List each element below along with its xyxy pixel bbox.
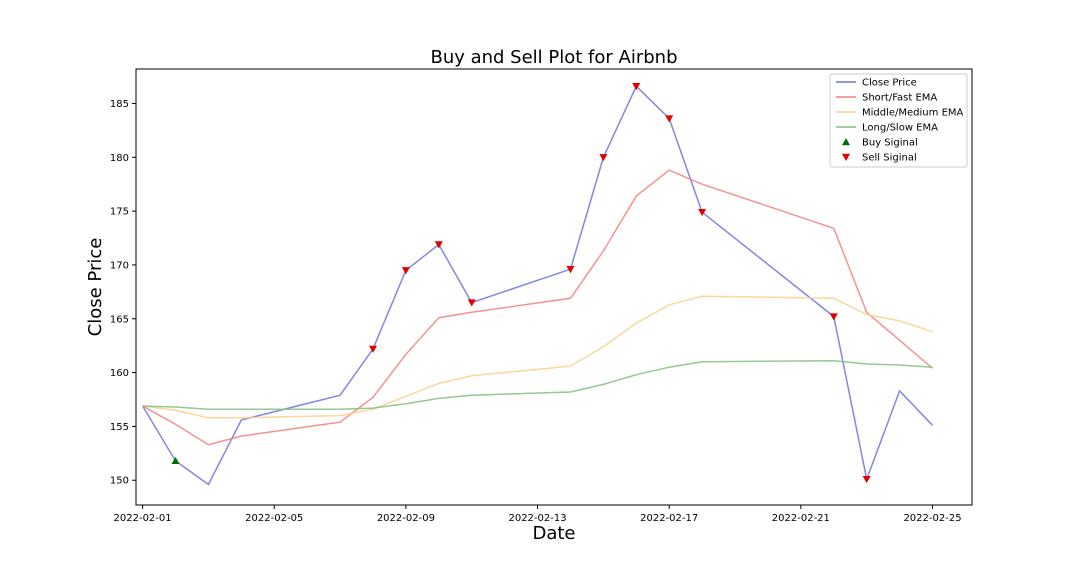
series-line-0	[141, 84, 934, 486]
buy-signal-marker-0	[171, 456, 180, 465]
legend-box	[829, 73, 968, 168]
sell-signal-marker-9	[829, 313, 838, 321]
x-tick-label: 2022-02-25	[903, 513, 961, 524]
series-line-2	[142, 295, 933, 419]
legend: Close Price Short/Fast EMA Middle/Medium E…	[829, 73, 968, 168]
legend-label: Close Price	[862, 78, 917, 89]
sell-signal-marker-1	[401, 267, 410, 275]
sell-signal-marker-6	[632, 83, 641, 91]
sell-signal-marker-0	[368, 345, 377, 353]
legend-label: Short/Fast EMA	[862, 93, 937, 104]
y-axis: 150 155 160 165 170 175 180 185	[110, 99, 136, 487]
y-tick-label: 185	[110, 99, 129, 110]
plot-series	[141, 84, 934, 486]
plot-signals	[171, 83, 871, 484]
sell-signal-marker-2	[434, 241, 443, 249]
legend-label: Buy Siginal	[862, 138, 918, 149]
x-tick-label: 2022-02-01	[114, 513, 172, 524]
y-axis-label: Close Price	[85, 238, 106, 337]
x-tick-label: 2022-02-09	[377, 513, 435, 524]
plot-frame	[135, 68, 973, 506]
sell-signal-marker-3	[467, 299, 476, 307]
y-tick-label: 170	[110, 260, 129, 271]
legend-label: Long/Slow EMA	[862, 123, 938, 134]
x-axis: 2022-02-01 2022-02-05 2022-02-09 2022-02-13…	[114, 505, 962, 524]
legend-label: Middle/Medium EMA	[862, 108, 964, 119]
x-axis-label: Date	[532, 523, 575, 544]
sell-signal-marker-10	[862, 475, 871, 484]
legend-label: Sell Siginal	[862, 153, 917, 164]
sell-signal-marker-5	[599, 154, 608, 162]
legend-swatch-5	[842, 153, 850, 161]
x-tick-label: 2022-02-17	[640, 513, 698, 524]
y-tick-label: 150	[110, 476, 129, 487]
x-tick-label: 2022-02-13	[508, 513, 566, 524]
sell-signal-marker-7	[665, 115, 674, 123]
x-tick-label: 2022-02-21	[772, 513, 830, 524]
y-tick-label: 160	[110, 368, 129, 379]
y-tick-label: 180	[110, 153, 129, 164]
y-tick-label: 155	[110, 422, 129, 433]
y-tick-label: 175	[110, 207, 129, 218]
chart-title: Buy and Sell Plot for Airbnb	[430, 47, 677, 68]
sell-signal-marker-8	[698, 208, 707, 217]
sell-signal-marker-4	[566, 266, 575, 274]
x-tick-label: 2022-02-05	[245, 513, 303, 524]
series-line-3	[142, 359, 933, 410]
legend-swatch-4	[842, 138, 850, 146]
series-line-1	[142, 169, 933, 446]
y-tick-label: 165	[110, 314, 129, 325]
